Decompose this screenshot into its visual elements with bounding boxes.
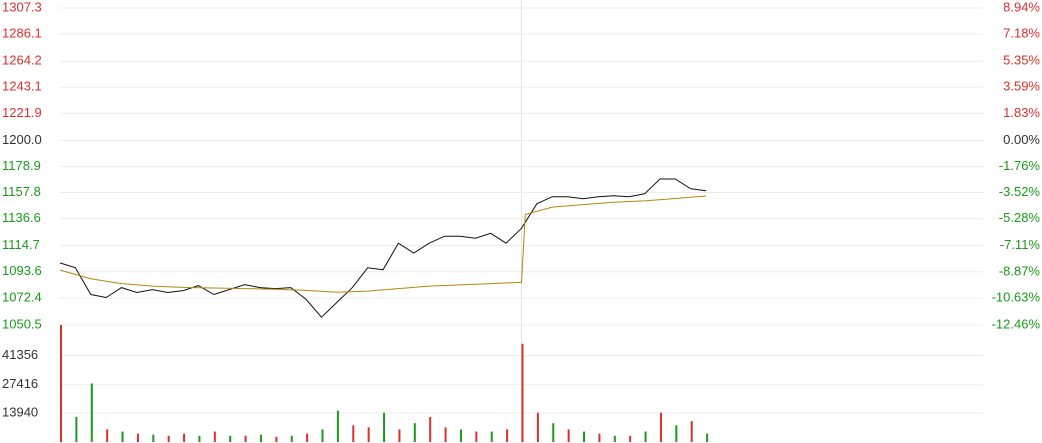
volume-bar: [352, 425, 355, 442]
volume-bar: [706, 433, 709, 442]
y2-tick-label: 7.18%: [1003, 26, 1040, 41]
y2-tick-label: -12.46%: [992, 316, 1041, 331]
y-tick-label: 1200.0: [2, 132, 42, 147]
volume-bar: [598, 433, 601, 442]
y-tick-label: 27416: [2, 376, 38, 391]
y-tick-label: 41356: [2, 347, 38, 362]
volume-bar: [229, 435, 232, 442]
y-tick-label: 1264.2: [2, 53, 42, 68]
volume-bar: [90, 383, 93, 442]
volume-bar: [536, 412, 539, 442]
y-tick-label: 1243.1: [2, 79, 42, 94]
y2-tick-label: -8.87%: [999, 263, 1041, 278]
volume-bar: [290, 435, 293, 442]
volume-bar: [60, 325, 62, 442]
y-tick-label: 1050.5: [2, 316, 42, 331]
volume-bar: [275, 436, 278, 442]
volume-bar: [152, 434, 155, 442]
volume-bar: [690, 421, 693, 442]
volume-bar: [475, 431, 478, 442]
volume-bar: [644, 431, 647, 442]
volume-bar: [567, 429, 570, 442]
y-tick-label: 1093.6: [2, 263, 42, 278]
y2-tick-label: 3.59%: [1003, 79, 1040, 94]
volume-bar: [198, 435, 201, 442]
y-tick-label: 1178.9: [2, 158, 41, 173]
volume-bar: [121, 431, 124, 442]
volume-bar: [183, 433, 186, 442]
volume-bar: [398, 429, 401, 442]
price-line: [59, 178, 707, 318]
volume-bar: [259, 434, 262, 442]
y2-tick-label: 8.94%: [1003, 0, 1040, 14]
volume-bar: [629, 435, 632, 442]
y2-tick-label: -3.52%: [999, 184, 1041, 199]
y2-tick-label: -5.28%: [999, 210, 1041, 225]
volume-bar: [367, 427, 370, 442]
volume-bar: [552, 423, 555, 442]
volume-bar: [675, 425, 678, 442]
y-tick-label: 1307.3: [2, 0, 42, 14]
volume-bar: [613, 435, 616, 442]
volume-bar: [521, 343, 524, 442]
volume-bar: [167, 435, 170, 442]
volume-bar: [444, 427, 447, 442]
volume-bar: [244, 435, 247, 442]
y2-tick-label: -1.76%: [999, 158, 1041, 173]
y2-tick-label: 0.00%: [1003, 132, 1040, 147]
y-tick-label: 1157.8: [2, 184, 41, 199]
y-tick-label: 1114.7: [2, 237, 40, 252]
volume-bar: [659, 412, 662, 442]
volume-bar: [106, 429, 109, 442]
volume-bar: [306, 433, 309, 442]
y2-tick-label: 5.35%: [1003, 53, 1040, 68]
y2-tick-label: 1.83%: [1003, 105, 1040, 120]
y-tick-label: 1072.4: [2, 289, 42, 304]
y2-tick-label: -7.11%: [1000, 237, 1041, 252]
y-tick-label: 1136.6: [2, 210, 41, 225]
y2-tick-label: -10.63%: [992, 289, 1041, 304]
volume-bar: [213, 431, 216, 442]
volume-bar: [336, 410, 339, 442]
volume-bar: [321, 429, 324, 442]
volume-bar: [583, 431, 586, 442]
y-tick-label: 1221.9: [2, 105, 42, 120]
volume-bar: [429, 416, 432, 442]
y-tick-label: 1286.1: [2, 26, 42, 41]
y-tick-label: 13940: [2, 404, 38, 419]
volume-bar: [413, 423, 416, 442]
volume-bar: [136, 433, 139, 442]
volume-bar: [383, 412, 386, 442]
volume-bar: [459, 429, 462, 442]
volume-bar: [490, 431, 493, 442]
price-line: [59, 195, 707, 293]
volume-bar: [506, 429, 509, 442]
volume-bar: [75, 416, 78, 442]
